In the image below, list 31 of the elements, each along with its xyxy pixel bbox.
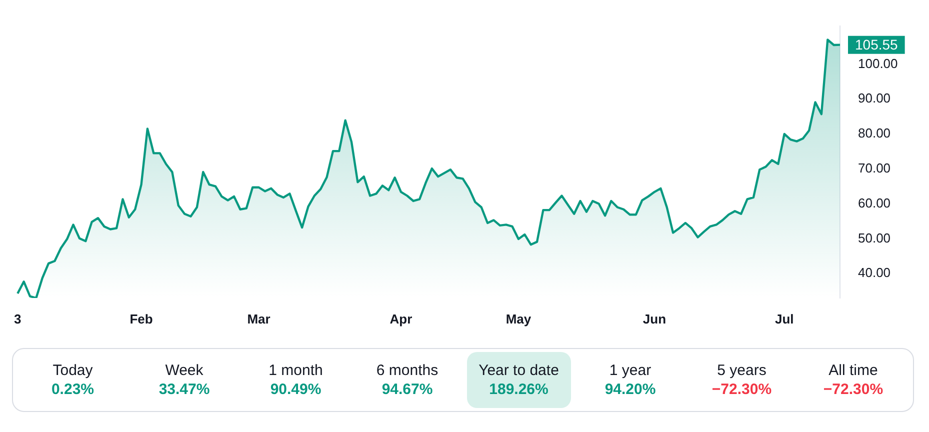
x-tick-label: Feb — [130, 311, 153, 326]
y-tick-label: 40.00 — [858, 265, 891, 280]
text: 94.67% — [382, 381, 433, 398]
text: 1 month — [268, 362, 323, 379]
y-tick-label: 100.00 — [858, 56, 898, 71]
text: Year to date — [478, 362, 559, 379]
x-tick-label: Jul — [774, 311, 794, 326]
text: 6 months — [376, 362, 438, 379]
x-tick-label: Apr — [390, 311, 412, 326]
y-tick-label: 60.00 — [858, 195, 891, 210]
text: Today — [52, 362, 93, 379]
text: 189.26% — [489, 381, 548, 398]
text: 90.49% — [270, 381, 322, 398]
text: 105.55 — [855, 36, 898, 53]
y-tick-label: 50.00 — [858, 230, 891, 246]
text: −72.30% — [712, 381, 772, 398]
text: Week — [165, 362, 204, 379]
text: 33.47% — [158, 381, 210, 398]
text: 1 year — [609, 362, 652, 379]
text: 5 years — [717, 362, 766, 379]
y-tick-label: 90.00 — [858, 90, 891, 106]
y-tick-label: 80.00 — [858, 126, 891, 141]
text: All time — [828, 362, 878, 379]
x-tick-label: 3 — [14, 311, 22, 326]
text: −72.30% — [823, 381, 884, 398]
x-tick-label: May — [506, 311, 532, 326]
y-tick-label: 70.00 — [858, 160, 891, 176]
text: 94.20% — [604, 381, 656, 398]
x-tick-label: Mar — [247, 311, 270, 326]
text: 0.23% — [51, 381, 94, 398]
x-tick-label: Jun — [642, 311, 666, 326]
